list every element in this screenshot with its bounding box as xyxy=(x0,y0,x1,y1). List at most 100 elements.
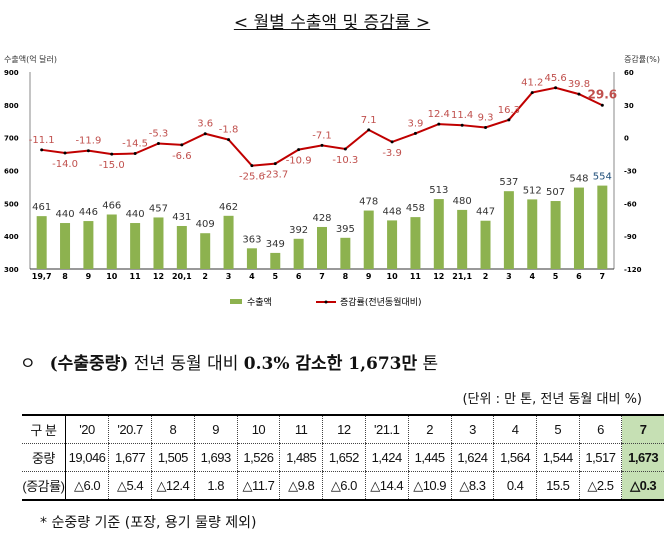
bar-label: 548 xyxy=(569,174,588,185)
line-point xyxy=(577,92,581,96)
table-cell: △2.5 xyxy=(578,471,622,501)
table-cell: '21.1 xyxy=(364,414,409,444)
x-tick: 5 xyxy=(272,272,278,281)
table-row: (증감률) △6.0 △5.4 △12.4 1.8 △11.7 △9.8 △6.0 △14.4 △… xyxy=(22,471,664,501)
bar-label: 513 xyxy=(429,185,448,196)
table-cell: 12 xyxy=(322,414,366,444)
bar xyxy=(573,187,584,269)
weight-table: 구 분 '20'20.7 8 9 10 11 12'21.1 2 3 4 5 6 7 중량 19,046 1,… xyxy=(22,414,664,501)
line-label: -10.3 xyxy=(332,155,358,166)
table-cell: 10 xyxy=(236,414,280,444)
table-cell: △9.8 xyxy=(279,471,323,501)
table-cell: △6.0 xyxy=(322,471,366,501)
right-tick: -60 xyxy=(624,200,637,208)
legend-line-marker xyxy=(324,300,328,304)
x-tick: 21,1 xyxy=(452,272,472,281)
table-cell: 1,624 xyxy=(450,443,494,472)
line-label: -15.0 xyxy=(99,160,125,171)
table-cell: 1,677 xyxy=(108,443,152,472)
bar-label: 349 xyxy=(266,239,285,250)
table-cell: 1,652 xyxy=(322,443,366,472)
left-tick: 800 xyxy=(4,102,19,110)
line-point xyxy=(507,118,511,122)
bar xyxy=(246,248,257,269)
bar xyxy=(410,217,421,269)
table-cell: 15.5 xyxy=(535,471,580,501)
line-point xyxy=(413,131,417,135)
line-point xyxy=(484,125,488,129)
table-cell: '20 xyxy=(64,414,109,444)
right-axis-label: 증감률(%) xyxy=(624,54,660,64)
line-point xyxy=(460,123,464,127)
bar xyxy=(457,209,468,269)
bar-label: 554 xyxy=(593,172,612,183)
line-label: 45.6 xyxy=(544,73,566,84)
table-cell: 11 xyxy=(279,414,323,444)
table-cell: △8.3 xyxy=(450,471,494,501)
table-cell: △11.7 xyxy=(236,471,280,501)
legend-bar-label: 수출액 xyxy=(247,296,272,308)
export-chart: 수출액(억 달러) 증감률(%)300400500600700800900-120… xyxy=(4,54,660,308)
left-tick: 300 xyxy=(4,266,19,274)
bar-label: 480 xyxy=(453,196,472,207)
table-cell: 1,424 xyxy=(364,443,409,472)
line-label: 3.9 xyxy=(407,118,423,129)
x-tick: 3 xyxy=(506,272,512,281)
bar-label: 478 xyxy=(359,197,378,208)
left-tick: 600 xyxy=(4,168,19,176)
x-tick: 10 xyxy=(106,272,118,281)
bar xyxy=(176,225,187,269)
bar xyxy=(317,226,327,269)
line-point xyxy=(227,138,231,142)
table-cell: 6 xyxy=(578,414,622,444)
line-point xyxy=(40,148,44,152)
bar-label: 392 xyxy=(289,225,308,236)
bar xyxy=(503,191,514,269)
headline: ㅇ (수출중량) 전년 동월 대비 0.3% 감소한 1,673만 톤 xyxy=(20,349,438,374)
right-tick: 30 xyxy=(624,102,634,110)
left-axis-label: 수출액(억 달러) xyxy=(4,54,57,64)
bar xyxy=(550,201,561,269)
table-cell: 7 xyxy=(621,414,664,444)
left-tick: 700 xyxy=(4,135,19,143)
left-tick: 400 xyxy=(4,233,19,241)
bar-label: 458 xyxy=(406,203,425,214)
bullet: ㅇ xyxy=(20,354,36,374)
bar-label: 447 xyxy=(476,207,495,218)
table-cell: 1,564 xyxy=(493,443,537,472)
line-point xyxy=(86,149,90,153)
right-tick: 60 xyxy=(624,69,634,77)
table-cell: △0.3 xyxy=(621,471,664,501)
x-tick: 8 xyxy=(343,272,349,281)
bar-label: 537 xyxy=(499,177,518,188)
table-cell: △14.4 xyxy=(364,471,409,501)
line-label: -14.0 xyxy=(52,159,78,170)
table-cell: 5 xyxy=(535,414,580,444)
headline-pct: 0.3% xyxy=(243,354,290,374)
line-label: 9.3 xyxy=(478,112,494,123)
line-point xyxy=(600,103,604,107)
x-tick: 4 xyxy=(529,272,535,281)
bar xyxy=(200,233,211,269)
table-cell: △12.4 xyxy=(150,471,195,501)
x-tick: 9 xyxy=(86,272,92,281)
line-label: 7.1 xyxy=(361,115,377,126)
x-tick: 10 xyxy=(387,272,399,281)
table-cell: △5.4 xyxy=(108,471,152,501)
bar xyxy=(36,216,47,269)
right-tick: -90 xyxy=(624,233,637,241)
right-tick: 0 xyxy=(624,135,629,143)
line-label: -6.6 xyxy=(172,151,192,162)
x-tick: 2 xyxy=(483,272,489,281)
x-tick: 4 xyxy=(249,272,255,281)
bar xyxy=(527,199,538,269)
row-label: 구 분 xyxy=(22,414,66,444)
table-header: 구 분 '20'20.7 8 9 10 11 12'21.1 2 3 4 5 6 7 xyxy=(22,414,664,444)
row-label: 중량 xyxy=(22,443,66,472)
line-point xyxy=(203,132,207,136)
line-point xyxy=(530,91,534,95)
table-cell: 1,544 xyxy=(535,443,580,472)
headline-text: 감소한 xyxy=(289,354,349,374)
line-label: 16.3 xyxy=(498,105,520,116)
line-point xyxy=(390,140,394,144)
